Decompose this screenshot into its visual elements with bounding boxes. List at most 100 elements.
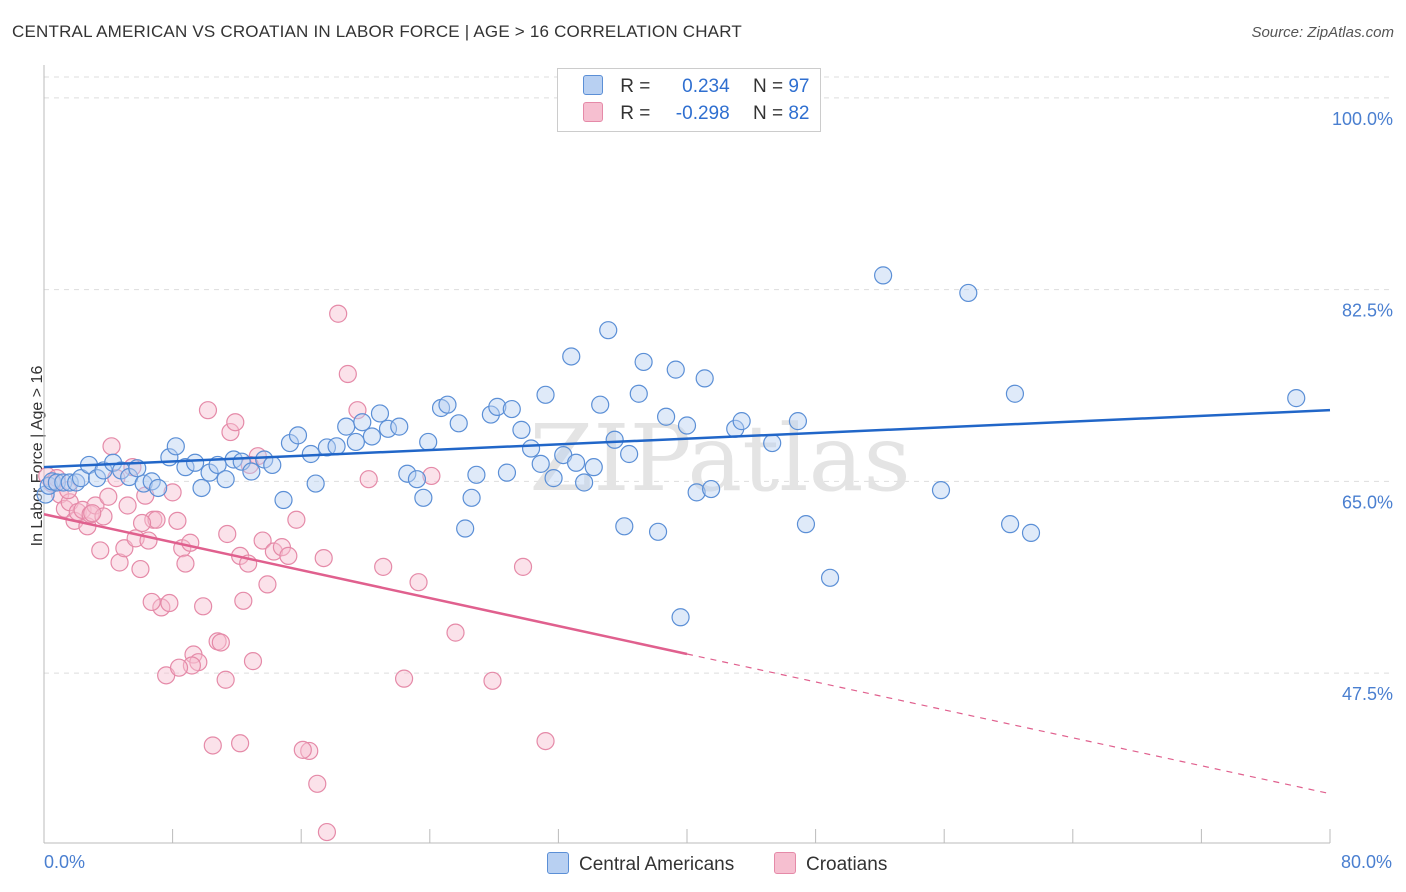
central-americans-point: [536, 385, 555, 404]
legend-swatch-blue: [547, 852, 569, 874]
croatians-point: [293, 740, 312, 759]
legend-item-croatians[interactable]: Croatians: [774, 852, 887, 876]
central-americans-point: [317, 438, 337, 457]
central-americans-point: [166, 437, 185, 456]
central-americans-point: [94, 461, 113, 480]
central-americans-point: [1021, 523, 1041, 542]
legend-n-value: 97: [788, 76, 810, 97]
croatians-point: [513, 557, 533, 576]
central-americans-point: [149, 478, 168, 498]
central-americans-point: [462, 488, 481, 507]
legend-row-central-americans: R = 0.234 N = 97: [583, 75, 809, 99]
central-americans-point: [521, 439, 541, 458]
central-americans-point: [959, 283, 978, 303]
legend-swatch-pink: [583, 102, 603, 122]
watermark: ZIPatlas: [529, 405, 910, 512]
central-americans-point: [512, 420, 531, 439]
legend-swatch-blue: [583, 75, 603, 95]
central-americans-point: [687, 483, 706, 502]
croatians-point: [181, 533, 200, 552]
central-americans-point: [337, 417, 356, 436]
croatians-point: [147, 510, 166, 529]
legend-n-label: N =: [752, 76, 784, 97]
y-tick-label: 47.5%: [1342, 684, 1393, 704]
x-axis-max-label: 80.0%: [1340, 852, 1392, 872]
central-americans-point: [346, 432, 365, 452]
grid-lines: [44, 76, 1392, 674]
y-tick-label: 82.5%: [1342, 301, 1393, 321]
central-americans-point: [497, 463, 517, 482]
central-americans-point: [176, 458, 195, 477]
central-americans-point: [414, 488, 433, 507]
croatians-point: [226, 413, 245, 432]
croatians-point: [308, 774, 327, 793]
central-americans-point: [288, 426, 308, 445]
croatians-point: [394, 669, 414, 688]
central-americans-point: [732, 412, 751, 431]
croatians-point: [131, 559, 150, 579]
croatians-point: [243, 652, 263, 671]
central-americans-point: [502, 399, 521, 419]
croatians-point: [168, 511, 187, 530]
central-americans-point: [788, 412, 808, 431]
croatians-point: [348, 401, 367, 420]
central-americans-point: [362, 427, 382, 446]
central-americans-point: [54, 473, 73, 492]
trend-lines: [43, 408, 1331, 795]
chart-title: CENTRAL AMERICAN VS CROATIAN IN LABOR FO…: [12, 22, 742, 41]
central-americans-point: [562, 347, 581, 366]
legend-n-value: 82: [788, 103, 810, 124]
central-americans-point: [544, 469, 563, 488]
central-americans-point: [467, 465, 486, 484]
central-americans-point: [666, 360, 685, 379]
central-americans-point: [695, 369, 714, 388]
croatians-point: [194, 597, 213, 616]
croatians-point: [422, 466, 441, 486]
central-americans-point: [71, 469, 91, 488]
central-americans-point: [629, 384, 648, 403]
croatians-point: [203, 736, 222, 755]
legend-swatch-pink: [774, 852, 796, 874]
legend-n-label: N =: [752, 103, 784, 124]
central-americans-point: [378, 419, 398, 438]
croatians-point: [118, 496, 137, 515]
legend-r-value: 0.234: [682, 76, 730, 97]
central-americans-point: [192, 478, 211, 498]
legend-row-croatians: R = -0.298 N = 82: [583, 102, 809, 126]
central-americans-point: [931, 481, 951, 500]
y-tick-label: 65.0%: [1342, 492, 1393, 512]
central-americans-points: [36, 266, 1306, 627]
legend-item-central-americans[interactable]: Central Americans: [547, 852, 734, 876]
croatians-point: [99, 487, 118, 506]
croatians-point: [163, 483, 182, 502]
croatians-points: [38, 304, 555, 842]
croatians-point: [409, 573, 428, 592]
croatians-point: [198, 401, 218, 420]
central-americans-point: [763, 433, 782, 453]
central-americans-point: [1001, 515, 1020, 534]
central-americans-point: [874, 266, 893, 285]
croatians-trend-line-extension: [686, 653, 1331, 795]
central-americans-point: [1287, 389, 1306, 408]
central-americans-point: [186, 453, 205, 472]
central-americans-point: [591, 395, 610, 414]
croatians-point: [279, 546, 298, 566]
croatians-point: [300, 741, 319, 761]
croatians-point: [218, 524, 237, 544]
legend-r-value: -0.298: [675, 103, 730, 124]
central-americans-point: [327, 437, 346, 456]
central-americans-point: [438, 395, 457, 414]
croatians-point: [110, 553, 129, 572]
croatians-point: [132, 513, 152, 533]
croatians-point: [287, 510, 306, 529]
central-americans-point: [407, 470, 427, 489]
croatians-point: [446, 623, 465, 642]
central-americans-point: [634, 352, 653, 372]
central-americans-point: [142, 472, 161, 491]
central-americans-point: [796, 515, 816, 534]
central-americans-point: [648, 522, 668, 541]
central-americans-point: [398, 464, 417, 483]
croatians-point: [94, 507, 113, 526]
croatians-point: [160, 593, 179, 613]
central-americans-point: [1005, 384, 1025, 403]
